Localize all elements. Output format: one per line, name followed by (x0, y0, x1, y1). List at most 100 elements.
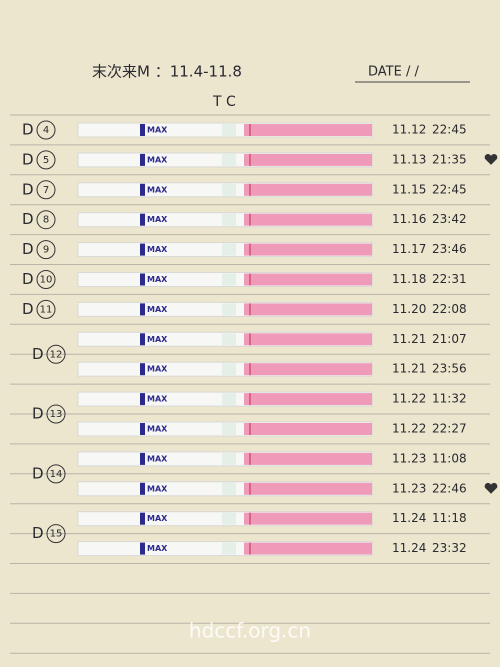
strip-pad (244, 153, 372, 166)
strip-handle-mark (140, 482, 145, 495)
date: 11.12 (392, 123, 426, 137)
strip-window (222, 213, 236, 226)
strip-max-label: MAX (147, 365, 168, 374)
strip-pad (244, 213, 372, 226)
day-number: 9 (43, 245, 49, 256)
day-number: 14 (50, 469, 63, 480)
day-circle (36, 180, 56, 200)
date: 11.18 (392, 272, 426, 286)
strip-window (222, 452, 236, 465)
strip-pad (244, 273, 372, 286)
strip-header: T C (212, 94, 236, 110)
strip-pad (244, 243, 372, 256)
day-letter: D (22, 270, 34, 288)
date: 11.21 (392, 362, 426, 376)
date: 11.21 (392, 332, 426, 346)
strip-pad (244, 542, 372, 555)
day-number: 13 (50, 409, 63, 420)
day-circle (46, 464, 66, 484)
time: 11:32 (432, 392, 467, 406)
date: 11.13 (392, 152, 426, 166)
strip-max-label: MAX (147, 335, 168, 344)
strip-handle-mark (140, 303, 145, 316)
strip-handle-mark (140, 153, 145, 166)
day-letter: D (22, 240, 34, 258)
strip-pad (244, 363, 372, 376)
strip-window (222, 183, 236, 196)
time: 22:45 (432, 123, 467, 137)
day-number: 7 (43, 185, 49, 196)
strip-handle-mark (140, 452, 145, 465)
strip-handle-mark (140, 213, 145, 226)
strip-handle-mark (140, 423, 145, 435)
day-circle (36, 150, 56, 170)
strip-max-label: MAX (147, 454, 168, 463)
strip-window (222, 482, 236, 495)
day-letter: D (32, 345, 44, 363)
time: 22:27 (432, 422, 467, 436)
strip-max-label: MAX (147, 215, 168, 224)
strip-window (222, 273, 236, 286)
day-number: 15 (50, 529, 63, 540)
strip-handle-mark (140, 124, 145, 136)
strip-pad (244, 512, 372, 525)
date: 11.24 (392, 511, 426, 525)
day-circle (46, 404, 66, 424)
day-number: 10 (40, 275, 53, 286)
strip-handle-mark (140, 363, 145, 376)
date: 11.16 (392, 212, 426, 226)
strip-pad (244, 452, 372, 465)
strip-window (222, 303, 236, 316)
time: 23:56 (432, 362, 467, 376)
date: 11.24 (392, 541, 426, 555)
strip-pad (244, 423, 372, 435)
strip-window (222, 393, 236, 406)
day-circle (36, 240, 56, 260)
strip-window (222, 333, 236, 346)
day-number: 12 (50, 349, 63, 360)
strip-pad (244, 333, 372, 346)
strip-handle-mark (140, 512, 145, 525)
strip-max-label: MAX (147, 484, 168, 493)
time: 22:08 (432, 302, 467, 316)
date: 11.20 (392, 302, 426, 316)
day-letter: D (32, 405, 44, 423)
strip-window (222, 542, 236, 555)
day-letter: D (22, 210, 34, 228)
date: 11.23 (392, 481, 426, 495)
day-circle (36, 120, 56, 140)
strip-window (222, 243, 236, 256)
day-number: 5 (43, 155, 49, 166)
ruled-lines (10, 114, 490, 654)
time: 22:46 (432, 481, 467, 495)
strip-max-label: MAX (147, 544, 168, 553)
strip-max-label: MAX (147, 126, 168, 135)
strip-window (222, 423, 236, 435)
day-letter: D (32, 524, 44, 542)
time: 21:35 (432, 152, 467, 166)
day-circle (36, 270, 56, 289)
date: 11.22 (392, 422, 426, 436)
date: 11.22 (392, 392, 426, 406)
day-circle (36, 210, 56, 230)
strip-pad (244, 393, 372, 406)
date: 11.23 (392, 451, 426, 465)
time: 11:18 (432, 511, 467, 525)
day-circle (46, 524, 66, 544)
strip-max-label: MAX (147, 514, 168, 523)
time: 11:08 (432, 451, 467, 465)
heart (484, 482, 498, 494)
strip-max-label: MAX (147, 185, 168, 194)
time: 22:45 (432, 182, 467, 196)
strip-handle-mark (140, 183, 145, 196)
strip-handle-mark (140, 393, 145, 406)
time: 23:42 (432, 212, 467, 226)
date-label: DATE / / (368, 65, 419, 80)
strip-handle-mark (140, 273, 145, 286)
time: 23:46 (432, 242, 467, 256)
day-number: 8 (43, 215, 49, 226)
watermark: hdccf.org.cn (189, 619, 311, 643)
strip-handle-mark (140, 333, 145, 346)
strip-pad (244, 183, 372, 196)
